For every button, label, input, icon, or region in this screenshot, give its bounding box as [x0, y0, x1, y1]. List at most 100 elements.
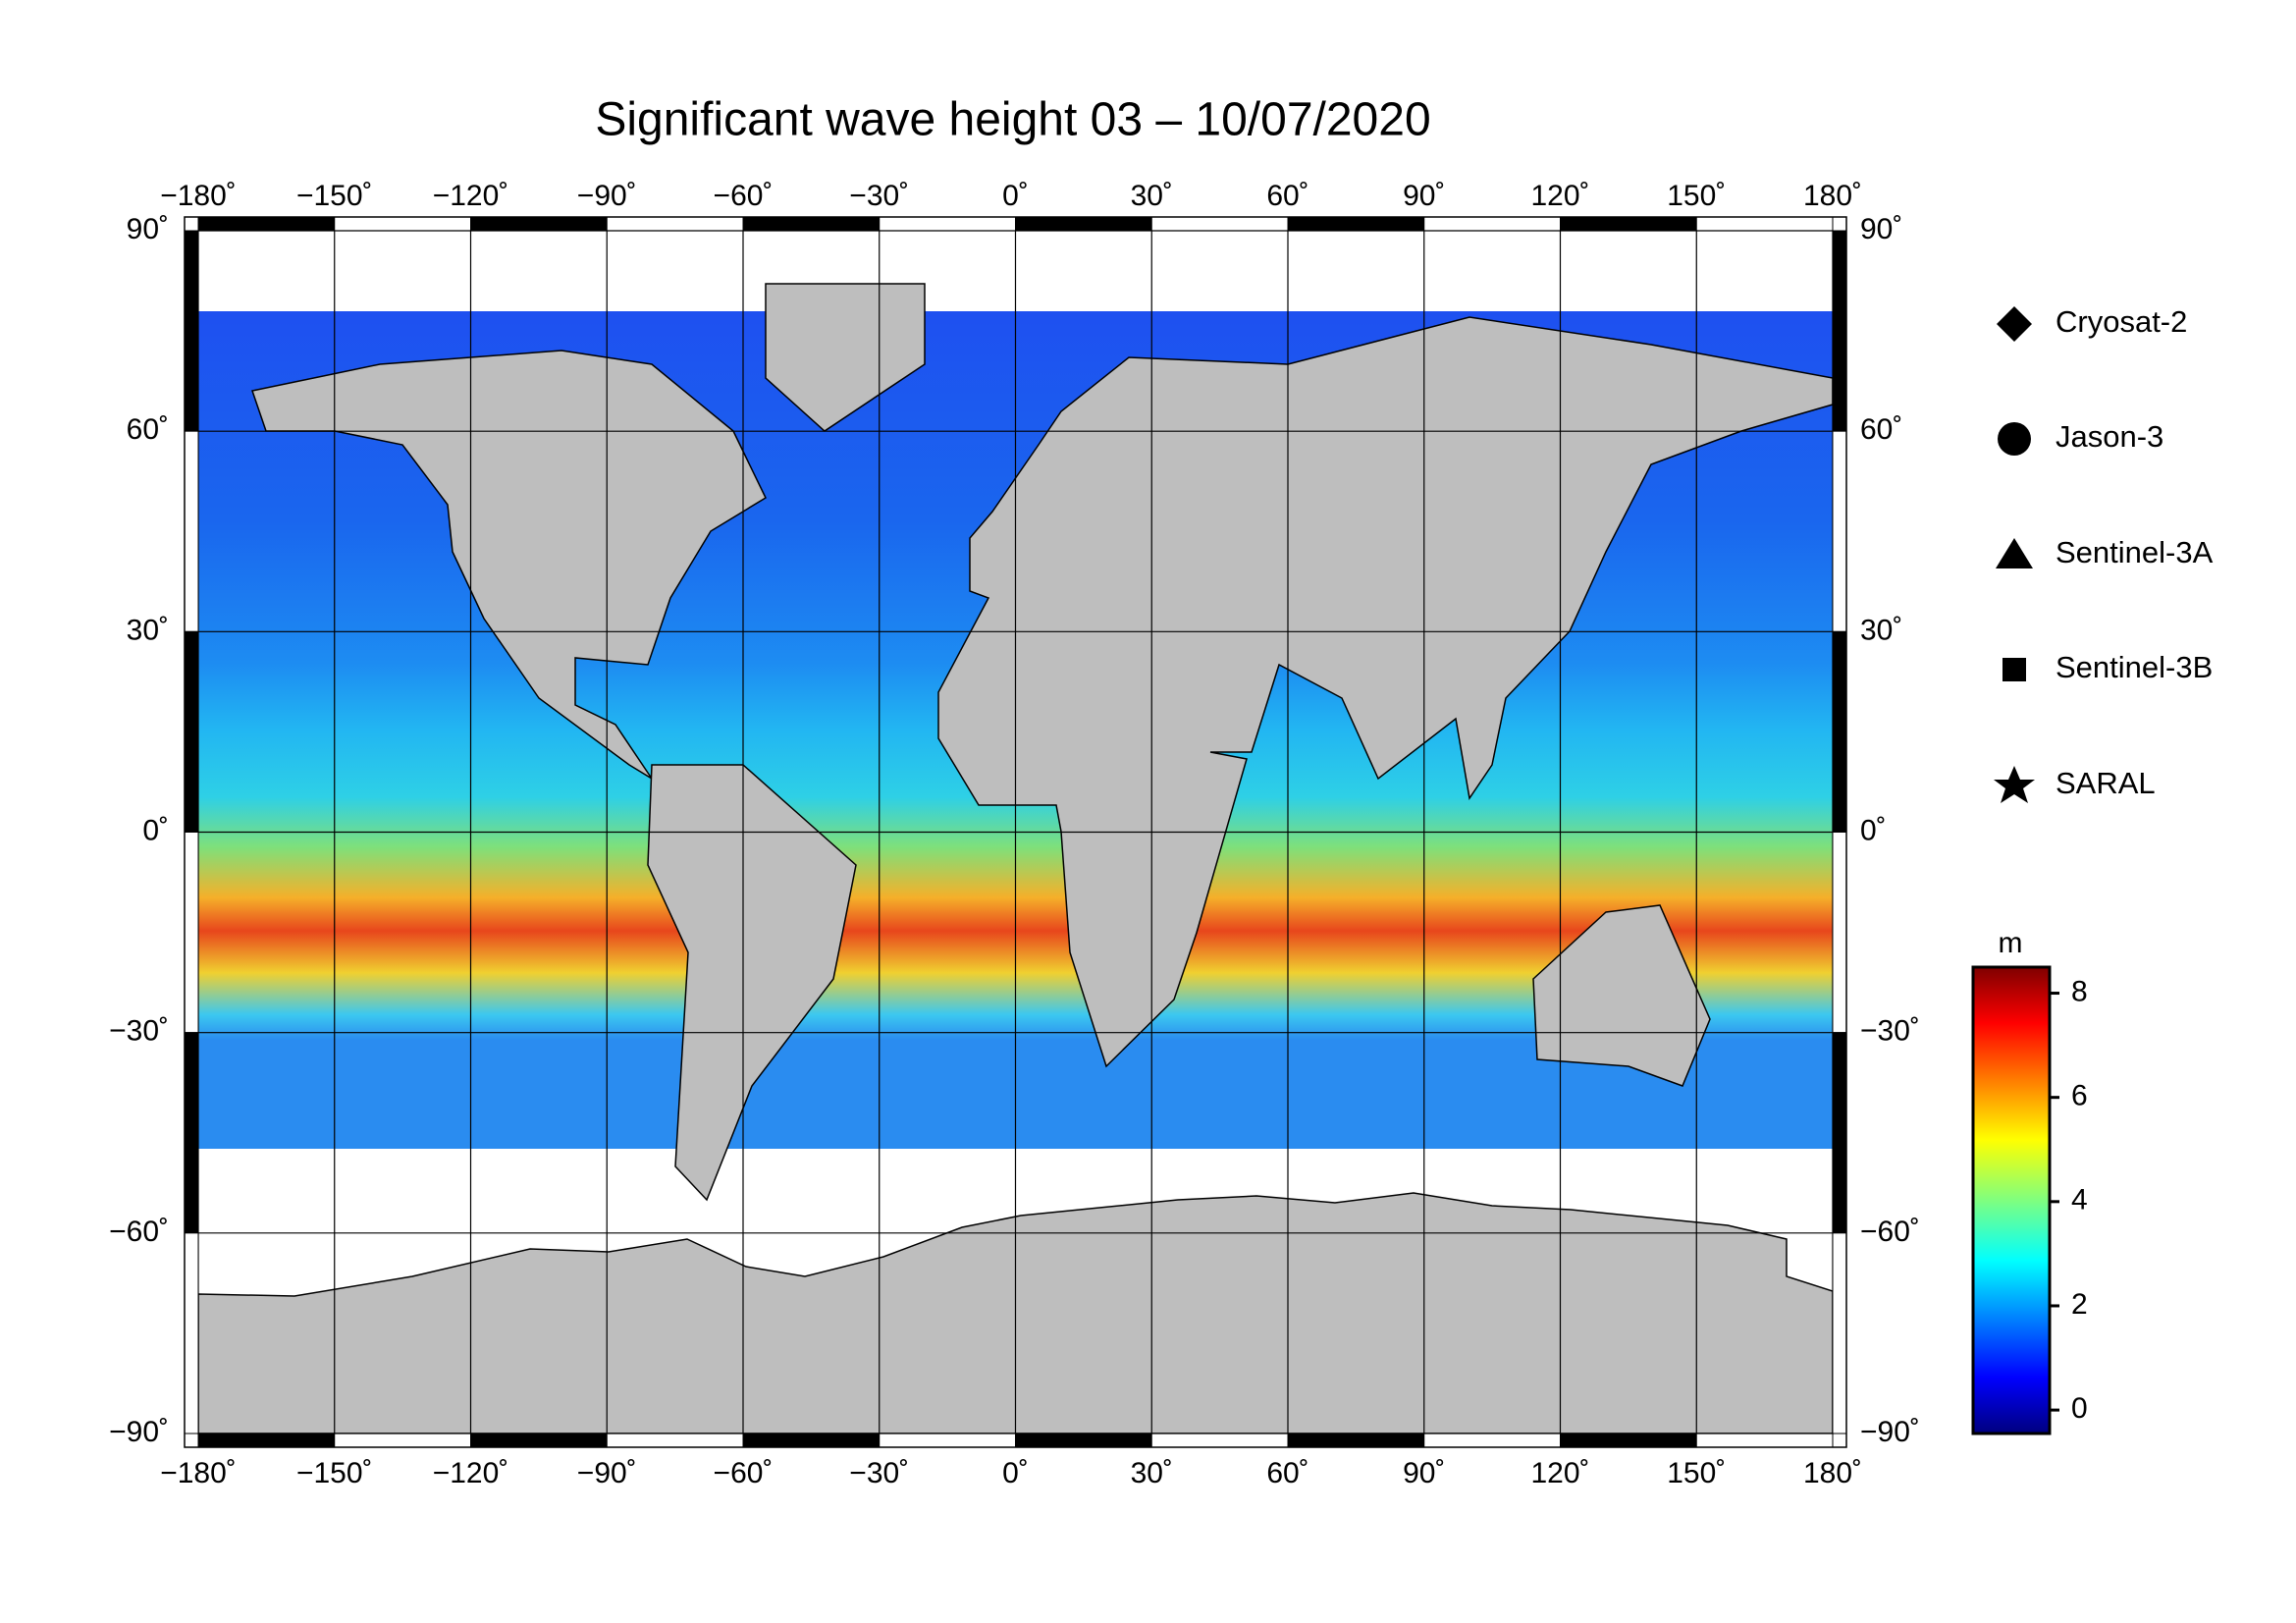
frame-bar	[470, 216, 608, 232]
frame-bar	[1695, 216, 1834, 232]
lon-tick-label: 90˚	[1403, 1457, 1445, 1489]
lon-tick-label: 30˚	[1131, 1457, 1173, 1489]
greenland	[765, 283, 926, 432]
frame-bar	[197, 1433, 336, 1448]
lat-tick-label: −90˚	[1860, 1416, 1920, 1448]
eurasia-africa	[937, 316, 1834, 1068]
frame-bar	[606, 1433, 744, 1448]
frame-bar	[334, 1433, 471, 1448]
lon-tick-label: 150˚	[1667, 180, 1726, 212]
frame-bar	[1832, 630, 1847, 833]
frame-bar	[1015, 216, 1152, 232]
lon-tick-label: −150˚	[296, 180, 373, 212]
frame-bar	[1150, 1433, 1289, 1448]
frame-bar	[1423, 216, 1561, 232]
frame-bar	[742, 1433, 881, 1448]
lon-tick-label: −180˚	[160, 1457, 237, 1489]
legend-triangle	[1996, 538, 2033, 568]
legend-label: SARAL	[2056, 766, 2156, 800]
frame-bar	[197, 216, 336, 232]
legend-star	[1994, 766, 2035, 803]
lat-tick-label: 0˚	[142, 814, 169, 846]
map-area	[184, 216, 1847, 1448]
colorbar-unit: m	[1999, 927, 2023, 959]
frame-bar	[184, 630, 199, 833]
lon-tick-label: 60˚	[1266, 180, 1308, 212]
lon-tick-label: 150˚	[1667, 1457, 1726, 1489]
lon-tick-label: 180˚	[1803, 1457, 1862, 1489]
lon-tick-label: 120˚	[1530, 180, 1589, 212]
lon-tick-label: 180˚	[1803, 180, 1862, 212]
lon-tick-label: −120˚	[433, 1457, 509, 1489]
frame-outline	[184, 216, 1847, 1448]
frame-bar	[742, 216, 881, 232]
frame-bar	[470, 1433, 608, 1448]
lon-tick-label: 0˚	[1002, 1457, 1029, 1489]
legend: Cryosat-2 Jason-3 Sentinel-3A Sentinel-3…	[1994, 304, 2214, 803]
lon-tick-label: 0˚	[1002, 180, 1029, 212]
lon-tick-label: 30˚	[1131, 180, 1173, 212]
legend-label: Sentinel-3A	[2056, 535, 2214, 569]
lat-tick-label: 60˚	[1860, 413, 1902, 446]
frame-bar	[184, 1032, 199, 1234]
lat-tick-label: 30˚	[1860, 614, 1902, 646]
lon-tick-label: 120˚	[1530, 1457, 1589, 1489]
lat-tick-label: 30˚	[127, 614, 169, 646]
frame-bar	[1832, 1232, 1847, 1434]
colorbar-tick-label: 8	[2071, 975, 2088, 1007]
lat-tick-label: 90˚	[127, 213, 169, 245]
colorbar: m 0 2 4 6 8	[1971, 927, 2088, 1435]
lon-tick-label: −60˚	[714, 1457, 774, 1489]
legend-diamond	[1997, 306, 2032, 342]
lon-tick-label: −180˚	[160, 180, 237, 212]
lon-tick-label: −90˚	[577, 180, 637, 212]
lat-tick-label: 0˚	[1860, 814, 1887, 846]
legend-label: Jason-3	[2056, 419, 2163, 454]
lat-tick-label: 60˚	[127, 413, 169, 446]
colorbar-tick-label: 2	[2071, 1288, 2088, 1321]
frame-bar	[1015, 1433, 1152, 1448]
frame-bar	[184, 832, 199, 1034]
north-america	[251, 350, 767, 780]
frame-bar	[1560, 1433, 1697, 1448]
frame-bar	[879, 216, 1016, 232]
lat-tick-label: 90˚	[1860, 213, 1902, 245]
legend-square	[2002, 658, 2026, 681]
frame-bar	[334, 216, 471, 232]
frame-bar	[1832, 1032, 1847, 1234]
legend-label: Cryosat-2	[2056, 304, 2187, 339]
frame-bar	[1287, 1433, 1425, 1448]
frame-bar	[184, 1232, 199, 1434]
frame-bar	[184, 230, 199, 432]
colorbar-tick-label: 6	[2071, 1080, 2088, 1112]
frame-bar	[1695, 1433, 1834, 1448]
legend-circle	[1998, 422, 2031, 456]
colorbar-tick-label: 0	[2071, 1392, 2088, 1425]
frame-bar	[879, 1433, 1016, 1448]
lat-tick-label: −30˚	[109, 1015, 169, 1048]
frame-bar	[1832, 832, 1847, 1034]
frame-bar	[1832, 230, 1847, 432]
frame-bar	[1150, 216, 1289, 232]
map-title: Significant wave height 03 – 10/07/2020	[595, 94, 1430, 146]
lat-tick-label: −90˚	[109, 1416, 169, 1448]
lon-tick-label: −30˚	[849, 1457, 909, 1489]
lon-tick-label: −60˚	[714, 180, 774, 212]
map-frame	[184, 216, 1847, 1448]
frame-bar	[1832, 430, 1847, 632]
lon-tick-label: −150˚	[296, 1457, 373, 1489]
lat-tick-label: −30˚	[1860, 1015, 1920, 1048]
frame-bar	[1423, 1433, 1561, 1448]
colorbar-tick-label: 4	[2071, 1184, 2088, 1217]
lat-tick-label: −60˚	[1860, 1216, 1920, 1248]
legend-label: Sentinel-3B	[2056, 650, 2213, 684]
frame-bar	[1560, 216, 1697, 232]
frame-bar	[184, 430, 199, 632]
frame-bar	[1287, 216, 1425, 232]
lon-tick-label: −30˚	[849, 180, 909, 212]
south-america	[647, 764, 857, 1202]
lon-tick-label: −90˚	[577, 1457, 637, 1489]
lon-tick-label: −120˚	[433, 180, 509, 212]
lon-tick-label: 90˚	[1403, 180, 1445, 212]
